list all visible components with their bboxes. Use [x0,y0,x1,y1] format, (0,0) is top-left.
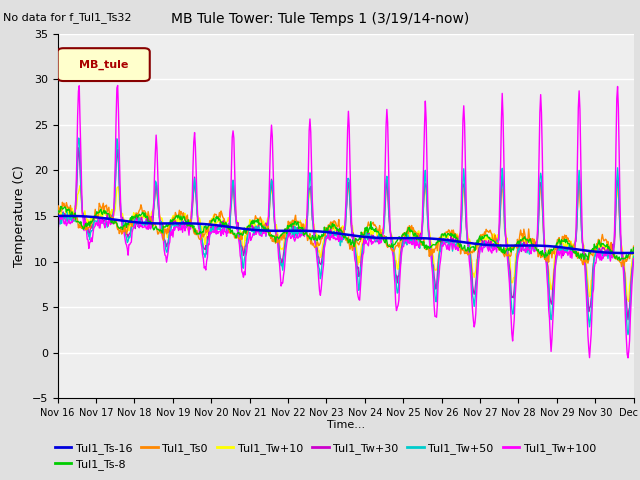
FancyBboxPatch shape [58,48,150,81]
Text: No data for f_Tul1_Ts32: No data for f_Tul1_Ts32 [3,12,132,23]
Legend: Tul1_Ts-16, Tul1_Ts-8, Tul1_Ts0, Tul1_Tw+10, Tul1_Tw+30, Tul1_Tw+50, Tul1_Tw+100: Tul1_Ts-16, Tul1_Ts-8, Tul1_Ts0, Tul1_Tw… [51,438,600,474]
Text: MB_tule: MB_tule [79,60,129,70]
Text: MB Tule Tower: Tule Temps 1 (3/19/14-now): MB Tule Tower: Tule Temps 1 (3/19/14-now… [171,12,469,26]
Y-axis label: Temperature (C): Temperature (C) [13,165,26,267]
X-axis label: Time...: Time... [326,420,365,430]
